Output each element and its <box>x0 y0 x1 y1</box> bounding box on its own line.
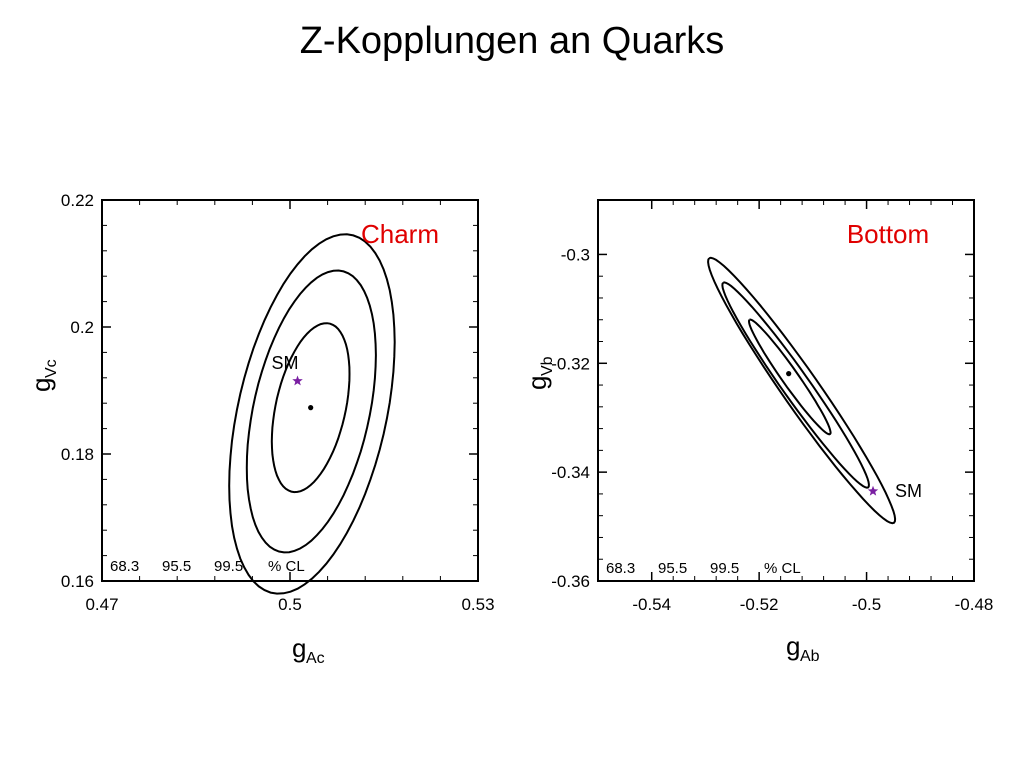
bottom-y-axis-label-group: gVb <box>522 356 556 390</box>
bottom-y-tick-label: -0.32 <box>551 354 590 373</box>
bottom-plot-frame <box>597 199 975 582</box>
charm-x-tick-label: 0.5 <box>278 595 302 614</box>
charm-x-tick-label: 0.53 <box>461 595 494 614</box>
charm-sm-label: SM <box>272 353 299 373</box>
bottom-y-axis-label-sub: Vb <box>539 356 556 376</box>
bottom-contour-99-5 <box>707 256 897 525</box>
charm-x-tick-label: 0.47 <box>85 595 118 614</box>
charm-sm-marker <box>292 375 303 386</box>
charm-panel-label: Charm <box>361 219 439 249</box>
bottom-y-tick-label: -0.3 <box>561 245 590 264</box>
bottom-panel-label: Bottom <box>847 219 929 249</box>
bottom-x-tick-label: -0.52 <box>740 595 779 614</box>
bottom-x-tick-label: -0.54 <box>632 595 671 614</box>
slide-title: Z-Kopplungen an Quarks <box>299 20 725 62</box>
bottom-x-tick-label: -0.5 <box>852 595 881 614</box>
bottom-sm-label: SM <box>895 481 922 501</box>
charm-y-axis-label: g <box>26 378 56 392</box>
charm-x-axis-label: g <box>292 633 306 663</box>
charm-cl-level: 95.5 <box>162 558 191 575</box>
charm-contour-68-3 <box>270 322 351 494</box>
charm-cl-level: 68.3 <box>110 558 139 575</box>
bottom-x-tick-label: -0.48 <box>955 595 994 614</box>
bottom-x-axis-label: g <box>786 631 800 661</box>
bottom-y-axis-label: g <box>522 376 552 390</box>
charm-x-axis-label-sub: Ac <box>306 650 325 667</box>
bottom-y-tick-label: -0.34 <box>551 463 590 482</box>
bottom-cl-level: 68.3 <box>606 560 635 577</box>
charm-y-axis-label-group: gVc <box>26 359 60 392</box>
charm-y-tick-label: 0.2 <box>70 318 94 337</box>
charm-y-tick-label: 0.22 <box>61 191 94 210</box>
bottom-contour-68-3 <box>747 318 832 436</box>
bottom-x-axis-label-sub: Ab <box>800 648 820 665</box>
bottom-y-tick-label: -0.36 <box>551 572 590 591</box>
charm-y-axis-label-sub: Vc <box>43 359 60 378</box>
bottom-cl-unit: % CL <box>764 560 801 577</box>
charm-cl-unit: % CL <box>268 558 305 575</box>
charm-contour-99-5 <box>228 233 396 595</box>
charm-cl-level: 99.5 <box>214 558 243 575</box>
bottom-cl-level: 95.5 <box>658 560 687 577</box>
charm-contour-95-5 <box>245 269 377 554</box>
bottom-contour-95-5 <box>721 281 870 489</box>
charm-y-tick-label: 0.16 <box>61 572 94 591</box>
charm-y-tick-label: 0.18 <box>61 445 94 464</box>
bottom-best-fit-point <box>786 371 792 377</box>
bottom-cl-level: 99.5 <box>710 560 739 577</box>
bottom-sm-marker <box>867 485 879 496</box>
charm-best-fit-point <box>308 405 314 411</box>
